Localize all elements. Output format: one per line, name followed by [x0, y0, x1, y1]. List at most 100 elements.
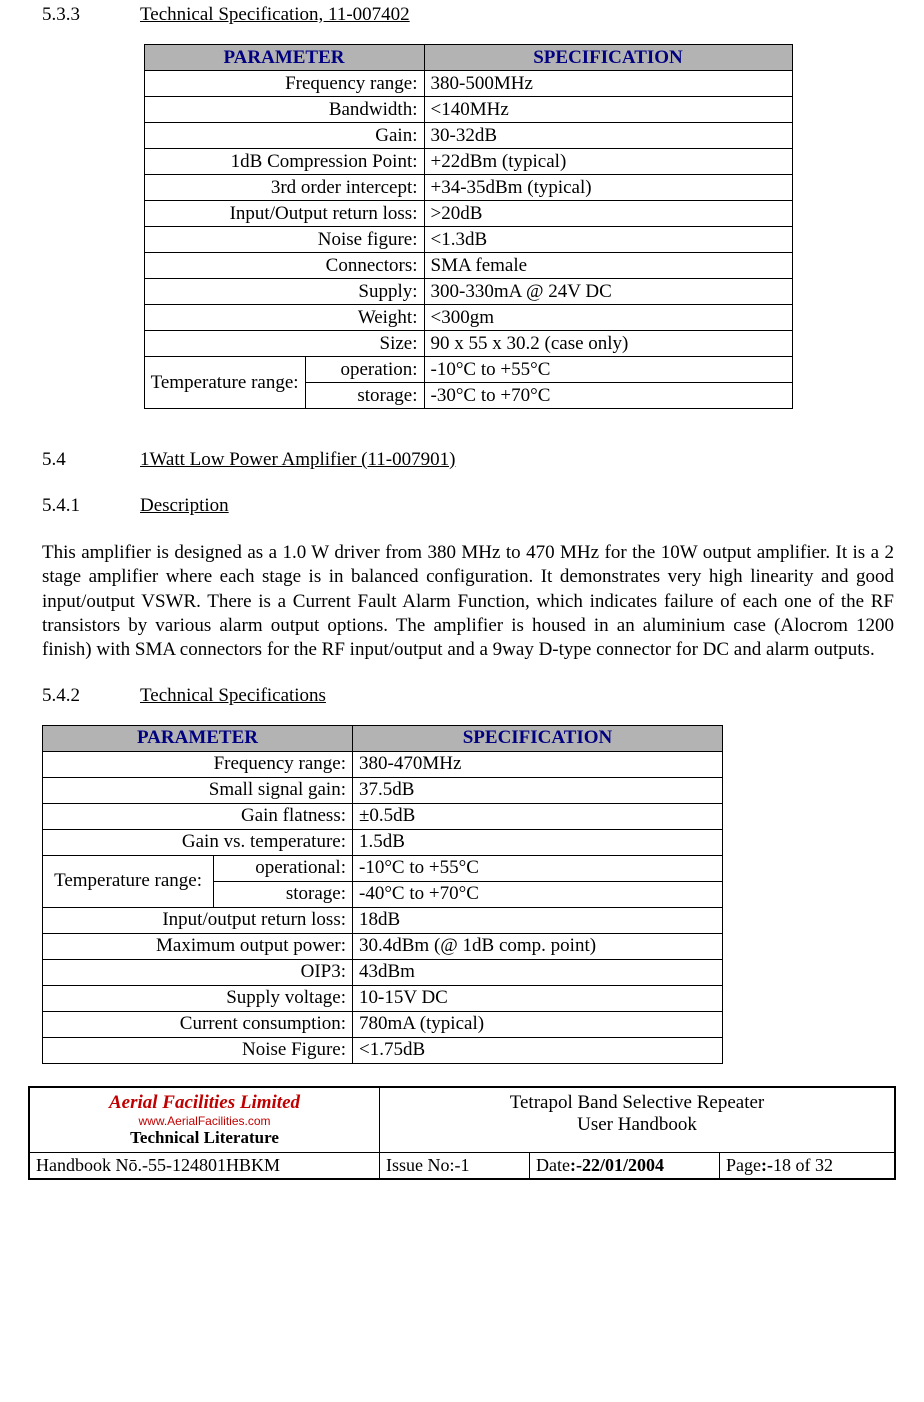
heading-number: 5.4.1	[42, 495, 140, 517]
heading-number: 5.3.3	[42, 4, 140, 26]
param-cell: Noise Figure:	[43, 1037, 353, 1063]
table-row: Size:90 x 55 x 30.2 (case only)	[144, 331, 792, 357]
spec-cell: 30.4dBm (@ 1dB comp. point)	[353, 933, 723, 959]
spec-cell: ±0.5dB	[353, 803, 723, 829]
param-cell: Current consumption:	[43, 1011, 353, 1037]
header-parameter: PARAMETER	[43, 725, 353, 751]
param-cell: Gain:	[144, 123, 424, 149]
spec-cell: 1.5dB	[353, 829, 723, 855]
heading-title: Technical Specification, 11-007402	[140, 4, 410, 25]
heading-title: Technical Specifications	[140, 685, 326, 706]
spec-table-11-007901: PARAMETER SPECIFICATION Frequency range:…	[42, 725, 723, 1064]
param-cell: Frequency range:	[144, 71, 424, 97]
header-specification: SPECIFICATION	[353, 725, 723, 751]
page-of: of	[791, 1155, 815, 1175]
heading-title: 1Watt Low Power Amplifier (11-007901)	[140, 449, 455, 470]
spec-cell: 300-330mA @ 24V DC	[424, 279, 792, 305]
param-cell: 3rd order intercept:	[144, 175, 424, 201]
doc-title-line2: User Handbook	[388, 1114, 886, 1136]
param-cell: OIP3:	[43, 959, 353, 985]
heading-5-4-1: 5.4.1Description	[42, 495, 894, 517]
date-value: :-22/01/2004	[570, 1155, 664, 1175]
param-cell: Noise figure:	[144, 227, 424, 253]
spec-cell: +22dBm (typical)	[424, 149, 792, 175]
table-row: Frequency range:380-500MHz	[144, 71, 792, 97]
temp-sub-label: storage:	[214, 881, 353, 907]
spec-cell: <1.75dB	[353, 1037, 723, 1063]
table-row: Frequency range:380-470MHz	[43, 751, 723, 777]
spec-cell: 90 x 55 x 30.2 (case only)	[424, 331, 792, 357]
issue-number: Issue No:-1	[380, 1153, 530, 1178]
table-row: 3rd order intercept:+34-35dBm (typical)	[144, 175, 792, 201]
spec-cell: <300gm	[424, 305, 792, 331]
spec-cell: 380-500MHz	[424, 71, 792, 97]
table-row: Gain vs. temperature:1.5dB	[43, 829, 723, 855]
temp-range-label: Temperature range:	[43, 855, 214, 907]
table-row: Bandwidth:<140MHz	[144, 97, 792, 123]
spec-cell: <140MHz	[424, 97, 792, 123]
param-cell: Size:	[144, 331, 424, 357]
spec-cell: -30°C to +70°C	[424, 383, 792, 409]
table-row: Temperature range: operational: -10°C to…	[43, 855, 723, 881]
param-cell: Frequency range:	[43, 751, 353, 777]
spec-cell: SMA female	[424, 253, 792, 279]
param-cell: Input/Output return loss:	[144, 201, 424, 227]
spec-cell: 30-32dB	[424, 123, 792, 149]
header-parameter: PARAMETER	[144, 45, 424, 71]
footer-title-block: Tetrapol Band Selective Repeater User Ha…	[380, 1088, 894, 1152]
table-row: Supply voltage:10-15V DC	[43, 985, 723, 1011]
heading-5-4-2: 5.4.2Technical Specifications	[42, 685, 894, 707]
heading-number: 5.4.2	[42, 685, 140, 707]
temp-range-label: Temperature range:	[144, 357, 305, 409]
date-label: Date	[536, 1155, 570, 1175]
param-cell: Gain vs. temperature:	[43, 829, 353, 855]
table-row: Gain:30-32dB	[144, 123, 792, 149]
table-row: Maximum output power:30.4dBm (@ 1dB comp…	[43, 933, 723, 959]
spec-table-11-007402: PARAMETER SPECIFICATION Frequency range:…	[144, 44, 793, 409]
spec-cell: -40°C to +70°C	[353, 881, 723, 907]
table-row: Noise Figure:<1.75dB	[43, 1037, 723, 1063]
table-row: Weight:<300gm	[144, 305, 792, 331]
table-row: Noise figure:<1.3dB	[144, 227, 792, 253]
description-paragraph: This amplifier is designed as a 1.0 W dr…	[42, 541, 894, 663]
temp-sub-label: operation:	[305, 357, 424, 383]
param-cell: Gain flatness:	[43, 803, 353, 829]
spec-cell: <1.3dB	[424, 227, 792, 253]
param-cell: Bandwidth:	[144, 97, 424, 123]
table-header-row: PARAMETER SPECIFICATION	[43, 725, 723, 751]
page-footer: Aerial Facilities Limited www.AerialFaci…	[28, 1086, 896, 1180]
company-subtitle: Technical Literature	[38, 1128, 371, 1148]
spec-cell: 380-470MHz	[353, 751, 723, 777]
company-name: Aerial Facilities Limited	[38, 1092, 371, 1114]
spec-cell: >20dB	[424, 201, 792, 227]
temp-sub-label: storage:	[305, 383, 424, 409]
param-cell: Connectors:	[144, 253, 424, 279]
table-row: Supply:300-330mA @ 24V DC	[144, 279, 792, 305]
footer-top-row: Aerial Facilities Limited www.AerialFaci…	[30, 1088, 894, 1152]
spec-cell: 43dBm	[353, 959, 723, 985]
handbook-value: 55-124801HBKM	[148, 1155, 280, 1175]
param-cell: Supply:	[144, 279, 424, 305]
heading-5-4: 5.41Watt Low Power Amplifier (11-007901)	[42, 449, 894, 471]
spec-cell: 18dB	[353, 907, 723, 933]
spec-cell: +34-35dBm (typical)	[424, 175, 792, 201]
table-row: Gain flatness:±0.5dB	[43, 803, 723, 829]
footer-bottom-row: Handbook Nō.-55-124801HBKM Issue No:-1 D…	[30, 1152, 894, 1178]
temp-sub-label: operational:	[214, 855, 353, 881]
table-row: OIP3:43dBm	[43, 959, 723, 985]
doc-title-line1: Tetrapol Band Selective Repeater	[388, 1092, 886, 1114]
param-cell: Input/output return loss:	[43, 907, 353, 933]
table-row: Small signal gain:37.5dB	[43, 777, 723, 803]
page-sep: :-	[761, 1155, 773, 1175]
issue-value: 1	[461, 1155, 470, 1175]
heading-title: Description	[140, 495, 229, 516]
spec-cell: 10-15V DC	[353, 985, 723, 1011]
table-row: Input/output return loss:18dB	[43, 907, 723, 933]
spec-cell: -10°C to +55°C	[353, 855, 723, 881]
table-header-row: PARAMETER SPECIFICATION	[144, 45, 792, 71]
handbook-number: Handbook Nō.-55-124801HBKM	[30, 1153, 380, 1178]
spec-cell: -10°C to +55°C	[424, 357, 792, 383]
table-row: Connectors:SMA female	[144, 253, 792, 279]
issue-label: Issue No:-	[386, 1155, 461, 1175]
company-url: www.AerialFacilities.com	[38, 1114, 371, 1128]
